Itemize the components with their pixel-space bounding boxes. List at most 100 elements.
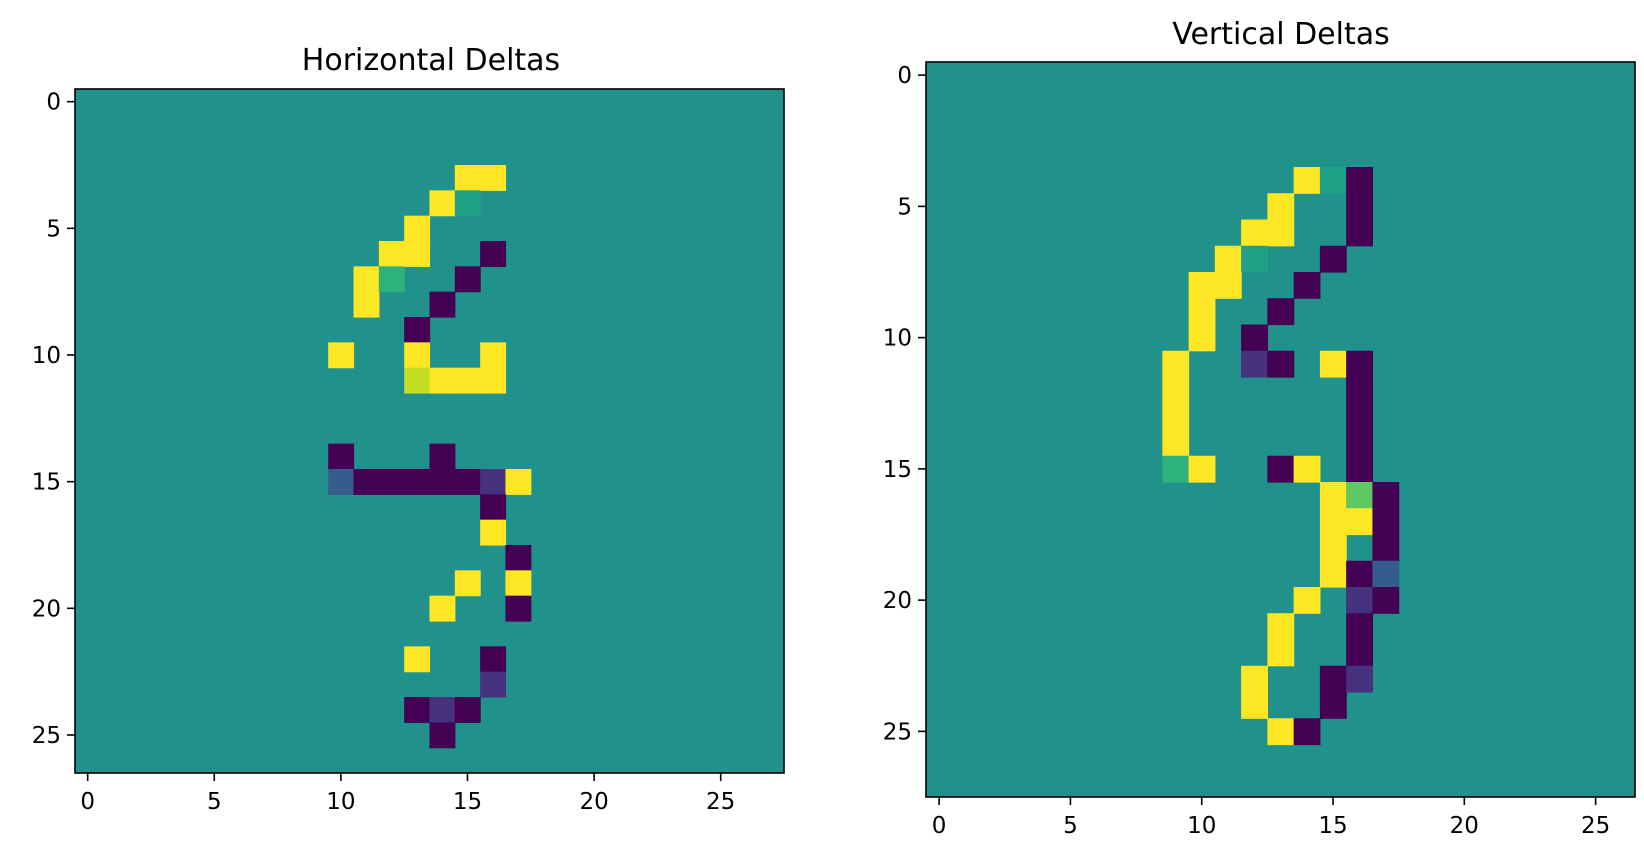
heatmap-cell [1267, 639, 1295, 667]
heatmap-cell [1162, 377, 1190, 404]
y-tick-label: 20 [32, 596, 61, 622]
x-tick-label: 10 [326, 789, 355, 815]
heatmap-cell [429, 722, 456, 749]
x-tick-label: 15 [1318, 813, 1347, 839]
heatmap-cell [1346, 508, 1374, 536]
chart-title: Vertical Deltas [1172, 17, 1390, 52]
heatmap-cell [429, 367, 456, 394]
heatmap-cell [404, 697, 431, 723]
x-tick-label: 0 [932, 813, 947, 839]
heatmap-cell [1346, 560, 1374, 588]
heatmap-cells [926, 62, 1635, 797]
heatmap-cell [1319, 508, 1347, 536]
heatmap-cell [404, 646, 431, 673]
heatmap-cell [1241, 219, 1268, 247]
heatmap-cell [505, 545, 532, 571]
heatmap-cell [429, 469, 456, 495]
heatmap-cell [378, 241, 405, 267]
heatmap-cell [1346, 403, 1374, 431]
heatmap-cell [1319, 560, 1347, 588]
heatmap-cell [429, 291, 456, 318]
heatmap-cell [1267, 718, 1295, 746]
y-tick-label: 15 [883, 457, 912, 483]
heatmap-cell [1293, 718, 1321, 746]
heatmap-cell [1346, 193, 1374, 221]
heatmap-cell [1188, 455, 1216, 483]
heatmap-cell [1162, 429, 1190, 457]
y-tick-label: 15 [32, 470, 61, 496]
heatmap-cell [1241, 692, 1268, 719]
heatmap-cell [328, 443, 355, 470]
heatmap-cell [454, 165, 481, 191]
heatmap-cell [454, 190, 481, 217]
heatmap-cell [1241, 245, 1268, 273]
heatmap-cell [1346, 167, 1374, 194]
heatmap-cell [480, 519, 507, 546]
heatmap-cell [404, 241, 431, 267]
heatmap-cell [1346, 639, 1374, 667]
plot-frame [925, 61, 1636, 798]
heatmap-cell [480, 367, 507, 394]
heatmap-cell [353, 469, 380, 495]
heatmap-cell [1241, 665, 1268, 693]
heatmap-cell [1267, 613, 1295, 641]
heatmap-cell [480, 342, 507, 369]
y-tick-label: 25 [32, 723, 61, 749]
heatmap-cell [1267, 219, 1295, 247]
heatmap-cell [505, 570, 532, 597]
heatmap-cell [454, 266, 481, 293]
heatmap-cell [454, 367, 481, 394]
heatmap-cell [1214, 245, 1242, 273]
heatmap-cell [404, 367, 431, 394]
heatmap-cell [1267, 193, 1295, 221]
heatmap-cell [353, 291, 380, 318]
y-tick-label: 5 [46, 216, 61, 242]
heatmap-cell [1372, 508, 1400, 536]
x-tick-label: 25 [1581, 813, 1610, 839]
heatmap-cell [480, 646, 507, 673]
heatmap-cell [429, 595, 456, 622]
heatmap-cell [1346, 613, 1374, 641]
heatmap-cell [1188, 298, 1216, 326]
heatmap-cells [75, 89, 784, 773]
heatmap-cell [1319, 534, 1347, 562]
heatmap-cell [1372, 534, 1400, 562]
heatmap-cell [1293, 587, 1321, 614]
heatmap-cell [1293, 272, 1321, 299]
heatmap-cell [1267, 350, 1295, 378]
heatmap-cell [404, 215, 431, 242]
heatmap-cell [1267, 298, 1295, 326]
heatmap-cell [328, 342, 355, 369]
heatmap-cell [353, 266, 380, 293]
heatmap-cell [454, 697, 481, 723]
heatmap-cell [1319, 350, 1347, 378]
horizontal-deltas-panel: Horizontal Deltas 0 5 10 15 20 25 0 5 10 15 20 25 [32, 43, 785, 815]
heatmap-cell [404, 469, 431, 495]
heatmap-cell [1188, 272, 1216, 299]
heatmap-cell [404, 317, 431, 343]
x-tick-label: 20 [1450, 813, 1479, 839]
heatmap-cell [1372, 587, 1400, 614]
heatmap-cell [404, 342, 431, 369]
heatmap-cell [1214, 272, 1242, 299]
heatmap-cell [429, 697, 456, 723]
y-tick-label: 10 [32, 343, 61, 369]
heatmap-cell [378, 266, 405, 293]
heatmap-cell [480, 494, 507, 521]
x-tick-label: 15 [453, 789, 482, 815]
x-axis: 0 5 10 15 20 25 [80, 773, 735, 815]
heatmap-cell [1319, 245, 1347, 273]
heatmap-cell [1319, 665, 1347, 693]
heatmap-cell [1241, 324, 1268, 352]
y-tick-label: 0 [46, 90, 61, 116]
y-tick-label: 10 [883, 326, 912, 352]
x-tick-label: 0 [80, 789, 95, 815]
heatmap-cell [480, 671, 507, 698]
y-tick-label: 0 [897, 63, 912, 89]
heatmap-cell [1346, 429, 1374, 457]
heatmap-cell [1267, 455, 1295, 483]
heatmap-cell [1372, 482, 1400, 509]
heatmap-cell [1346, 665, 1374, 693]
heatmap-cell [505, 469, 532, 495]
